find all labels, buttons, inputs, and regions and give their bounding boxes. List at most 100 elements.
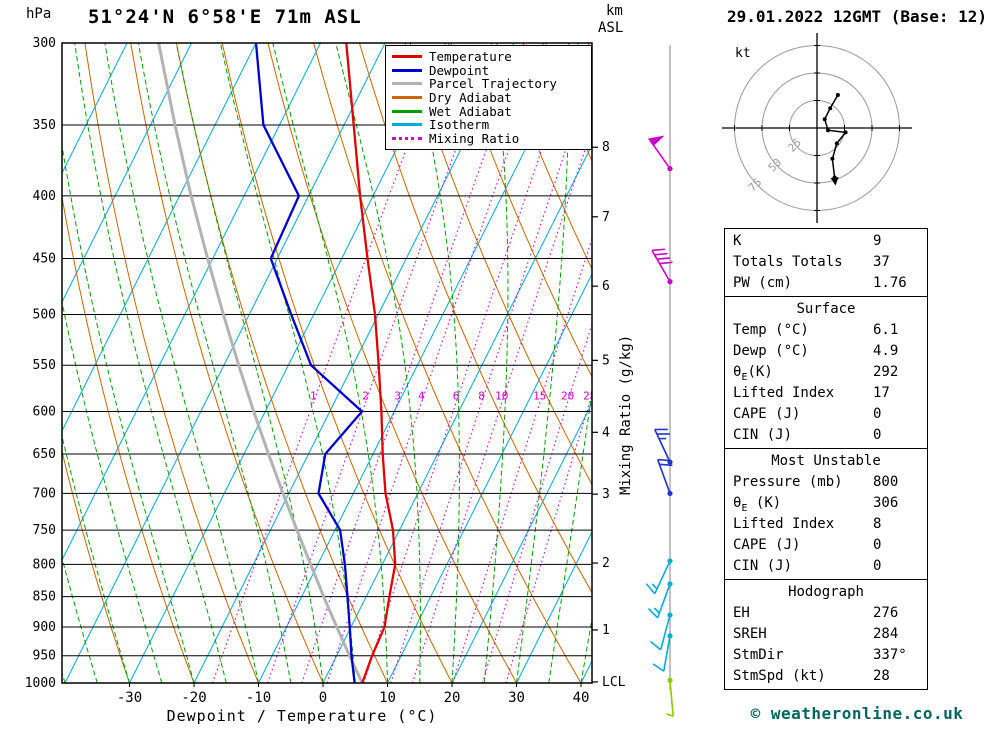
- wind-barb: [652, 635, 671, 672]
- mixing-ratio-value: 2: [362, 390, 369, 403]
- dry-adiabat-line: [496, 43, 592, 271]
- mixing-ratio-value: 1: [310, 390, 317, 403]
- wind-barb-full: [652, 663, 665, 672]
- mixing-ratio-value: 20: [561, 390, 574, 403]
- hodograph-trace-arrow: [830, 177, 839, 186]
- hodograph-trace-point: [822, 117, 827, 122]
- wet-adiabat-line: [219, 43, 356, 683]
- stat-row: StmSpd (kt) 28: [725, 666, 927, 687]
- wet-adiabat-line: [62, 556, 98, 683]
- panel-title: Most Unstable: [771, 453, 881, 469]
- km-tick-label: 1: [602, 623, 610, 638]
- copyright: © weatheronline.co.uk: [750, 704, 964, 723]
- wind-barb: [650, 614, 671, 651]
- stat-label-subscript: E: [741, 502, 748, 514]
- dry-adiabat-line: [62, 449, 130, 683]
- legend-item: Temperature: [392, 50, 585, 64]
- stat-value: 0: [873, 537, 882, 553]
- stat-label: Lifted Index: [733, 385, 835, 401]
- parcel-trajectory-profile: [157, 43, 364, 683]
- legend-swatch-temperature: [392, 55, 422, 59]
- stat-label: StmSpd (kt): [733, 668, 826, 684]
- pressure-tick-label: 700: [33, 486, 56, 501]
- stat-row: Lifted Index 17: [725, 383, 927, 404]
- pressure-tick-label: 600: [33, 404, 56, 419]
- temp-tick-label: -30: [117, 690, 142, 706]
- wind-barb-half: [653, 607, 660, 614]
- stat-label: θE(K): [733, 364, 773, 383]
- stats-panel-most-unstable: Most Unstable Pressure (mb) 800 θE (K) 306 Li…: [724, 448, 928, 580]
- temp-tick-label: -10: [246, 690, 271, 706]
- hodograph-trace: [823, 94, 848, 178]
- wind-barb-half: [651, 583, 658, 590]
- wet-adiabat-line: [272, 43, 388, 683]
- datetime-label: 29.01.2022 12GMT (Base: 12): [726, 7, 988, 26]
- dry-adiabat-line: [450, 43, 592, 378]
- stat-row: CAPE (J) 0: [725, 404, 927, 425]
- wind-barb-full: [659, 261, 673, 265]
- stat-label: Totals Totals: [733, 254, 843, 270]
- stat-row: StmDir 337°: [725, 645, 927, 666]
- pressure-tick-label: 300: [33, 36, 56, 51]
- isotherm-line: [62, 43, 128, 175]
- stat-value: 0: [873, 427, 882, 443]
- wind-barb: [647, 583, 671, 619]
- pressure-tick-label: 850: [33, 590, 56, 605]
- stat-label: CAPE (J): [733, 537, 801, 553]
- hodograph-ring-label: 25: [785, 136, 804, 155]
- wind-barb-full: [651, 248, 666, 252]
- isotherm-line: [516, 530, 592, 683]
- pressure-tick-label: 450: [33, 252, 56, 267]
- km-tick-label: 2: [602, 556, 610, 571]
- legend-label: Wet Adiabat: [429, 103, 512, 119]
- stat-value: 28: [873, 668, 890, 684]
- stat-value: 0: [873, 406, 882, 422]
- stat-row: Temp (°C) 6.1: [725, 320, 927, 341]
- x-axis-label: Dewpoint / Temperature (°C): [166, 707, 438, 725]
- pressure-tick-label: 550: [33, 358, 56, 373]
- stat-value: 292: [873, 364, 899, 380]
- legend-swatch-parcel-trajectory: [392, 82, 422, 86]
- stat-value: 306: [873, 495, 899, 511]
- panel-title: Surface: [796, 301, 856, 317]
- station-title: 51°24'N 6°58'E 71m ASL: [88, 6, 362, 28]
- stat-value: 6.1: [873, 322, 899, 338]
- pressure-tick-label: 500: [33, 308, 56, 323]
- stat-label: SREH: [733, 626, 767, 642]
- wet-adiabat-line: [62, 142, 195, 683]
- mixing-ratio-value: 8: [478, 390, 485, 403]
- stat-value: 337°: [873, 647, 907, 663]
- pressure-axis-unit: hPa: [26, 6, 52, 22]
- stat-row: θE(K) 292: [725, 362, 927, 383]
- stat-row: EH 276: [725, 603, 927, 624]
- stat-label: Lifted Index: [733, 516, 835, 532]
- stat-row: CIN (J) 0: [725, 425, 927, 446]
- hodograph-trace-point: [828, 106, 833, 111]
- km-axis-unit: km: [606, 3, 623, 19]
- wind-barb-staff: [669, 680, 674, 717]
- panel-title: Hodograph: [788, 584, 864, 600]
- dry-adiabat-line: [680, 43, 700, 683]
- wind-barb: [647, 135, 671, 170]
- mixing-ratio-line: [363, 43, 580, 683]
- mixing-ratio-axis-label: Mixing Ratio (g/kg): [618, 334, 634, 496]
- dewpoint-profile: [254, 43, 364, 683]
- stat-value: 37: [873, 254, 890, 270]
- wet-adiabat-line: [335, 43, 421, 683]
- legend-label: Mixing Ratio: [429, 130, 520, 146]
- stat-label: Temp (°C): [733, 322, 809, 338]
- mixing-ratio-value: 4: [418, 390, 425, 403]
- stat-value: 276: [873, 605, 899, 621]
- temp-tick-label: 40: [573, 690, 590, 706]
- hodograph-trace-point: [834, 141, 839, 146]
- mixing-ratio-value: 15: [533, 390, 546, 403]
- stat-row: PW (cm) 1.76: [725, 273, 927, 294]
- stat-label: CIN (J): [733, 558, 793, 574]
- wind-barb-staff: [662, 635, 671, 672]
- legend-label: Dry Adiabat: [429, 90, 512, 106]
- pressure-tick-label: 800: [33, 557, 56, 572]
- pressure-tick-label: 750: [33, 523, 56, 538]
